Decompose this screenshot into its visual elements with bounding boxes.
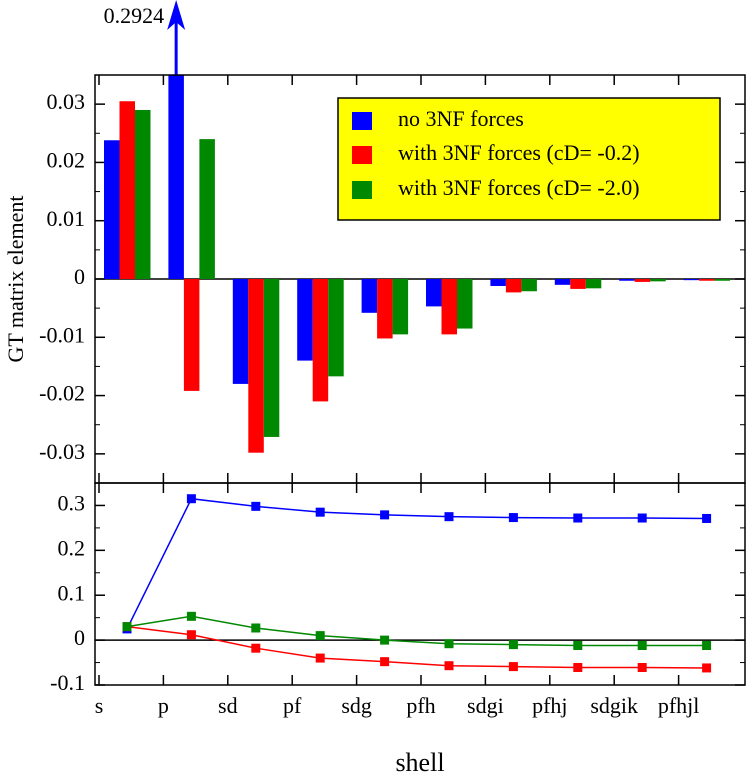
bar bbox=[297, 279, 313, 361]
marker bbox=[508, 662, 518, 672]
marker bbox=[251, 501, 261, 511]
x-tick-label: s bbox=[95, 693, 104, 718]
marker bbox=[315, 631, 325, 641]
bar bbox=[377, 279, 393, 339]
marker bbox=[186, 494, 196, 504]
x-tick-label: pfhjl bbox=[658, 693, 700, 718]
y-tick-label: 0.02 bbox=[47, 147, 86, 172]
marker bbox=[637, 662, 647, 672]
y-tick-label: -0.01 bbox=[39, 322, 85, 347]
bar bbox=[619, 279, 635, 281]
line bbox=[126, 615, 707, 647]
bar bbox=[570, 279, 586, 289]
legend-swatch bbox=[352, 181, 372, 199]
marker bbox=[380, 510, 390, 520]
marker bbox=[444, 661, 454, 671]
y-tick-label: -0.1 bbox=[50, 670, 85, 695]
bar bbox=[521, 279, 537, 292]
x-tick-label: sdg bbox=[341, 693, 372, 718]
x-tick-label: sdgik bbox=[590, 693, 638, 718]
y-tick-label: 0.1 bbox=[58, 580, 86, 605]
y-tick-label: -0.02 bbox=[39, 381, 85, 406]
bar bbox=[699, 279, 715, 281]
y-tick-label: 0.2 bbox=[58, 535, 86, 560]
marker bbox=[702, 640, 712, 650]
marker bbox=[315, 653, 325, 663]
marker bbox=[702, 663, 712, 673]
bar bbox=[119, 101, 135, 279]
y-tick-label: 0 bbox=[74, 625, 85, 650]
value-label: 0.2924 bbox=[104, 3, 165, 28]
marker bbox=[508, 640, 518, 650]
bar bbox=[585, 279, 602, 289]
plot-frame bbox=[94, 482, 746, 686]
legend-label: with 3NF forces (cD= -2.0) bbox=[398, 175, 640, 200]
bar bbox=[199, 139, 215, 279]
y-tick-label: 0.01 bbox=[47, 206, 86, 231]
x-tick-label: sd bbox=[218, 693, 238, 718]
legend-swatch bbox=[352, 112, 372, 130]
marker bbox=[573, 662, 583, 672]
bar bbox=[554, 279, 571, 285]
marker bbox=[380, 635, 390, 645]
marker bbox=[573, 513, 583, 523]
legend-swatch bbox=[352, 146, 372, 164]
marker bbox=[186, 630, 196, 640]
legend-box bbox=[337, 97, 721, 221]
marker bbox=[702, 513, 712, 523]
bar bbox=[505, 279, 522, 293]
marker bbox=[444, 639, 454, 649]
y-tick-label: 0.3 bbox=[58, 490, 86, 515]
bar bbox=[634, 279, 651, 282]
bar bbox=[683, 279, 700, 281]
bar bbox=[263, 279, 280, 437]
marker bbox=[444, 512, 454, 522]
marker bbox=[637, 640, 647, 650]
marker bbox=[315, 507, 325, 517]
marker bbox=[508, 513, 518, 523]
bar bbox=[457, 279, 473, 329]
marker bbox=[573, 640, 583, 650]
legend-label: with 3NF forces (cD= -0.2) bbox=[398, 140, 640, 165]
bar bbox=[714, 279, 731, 281]
line bbox=[126, 497, 707, 630]
marker bbox=[637, 513, 647, 523]
bar bbox=[312, 279, 329, 402]
x-tick-label: pfh bbox=[406, 693, 435, 718]
bar bbox=[135, 109, 151, 279]
bar bbox=[392, 279, 409, 335]
bar bbox=[104, 140, 120, 279]
y-tick-label: 0 bbox=[74, 264, 85, 289]
marker bbox=[380, 657, 390, 667]
bar bbox=[232, 279, 249, 384]
marker bbox=[251, 643, 261, 653]
legend-label: no 3NF forces bbox=[398, 106, 524, 131]
marker bbox=[186, 611, 196, 621]
bar bbox=[426, 279, 442, 307]
bar bbox=[490, 279, 506, 286]
x-tick-label: sdgi bbox=[467, 693, 504, 718]
x-tick-label: p bbox=[158, 693, 169, 718]
line bbox=[126, 625, 707, 669]
bar bbox=[168, 75, 184, 279]
overflow-arrow-head bbox=[167, 0, 186, 30]
x-tick-label: pfhj bbox=[532, 693, 567, 718]
y-tick-label: -0.03 bbox=[39, 439, 85, 464]
bar bbox=[248, 279, 264, 453]
marker bbox=[251, 623, 261, 633]
bar bbox=[183, 279, 200, 391]
y-axis-label: GT matrix element bbox=[3, 196, 28, 363]
bar bbox=[328, 279, 344, 377]
x-tick-label: pf bbox=[283, 693, 302, 718]
bar bbox=[650, 279, 666, 282]
marker bbox=[122, 622, 132, 632]
bar bbox=[361, 279, 378, 313]
x-axis-label: shell bbox=[395, 748, 444, 777]
y-tick-label: 0.03 bbox=[47, 89, 86, 114]
bar bbox=[441, 279, 457, 335]
